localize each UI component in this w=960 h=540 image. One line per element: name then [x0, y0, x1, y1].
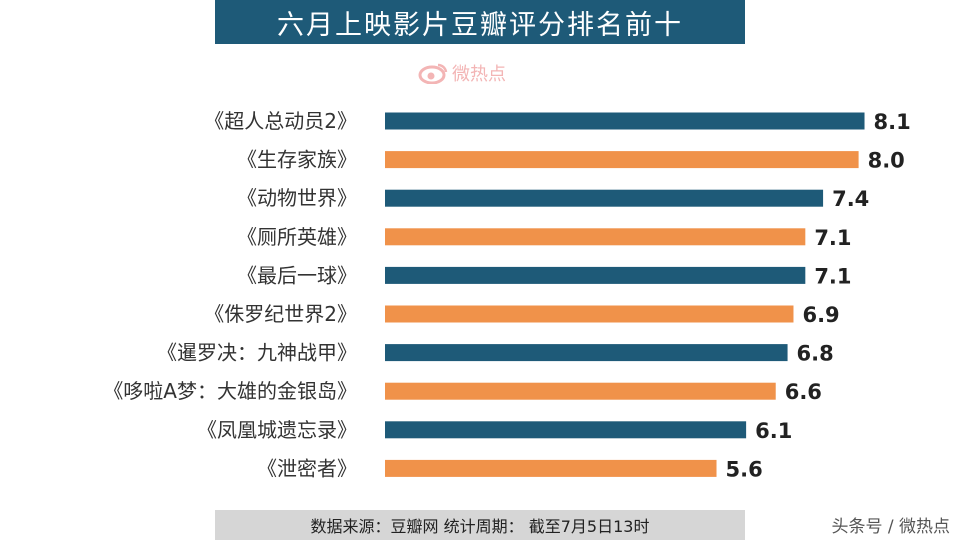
bar: [385, 305, 794, 323]
bar: [385, 151, 859, 169]
bar: [385, 344, 788, 362]
bar: [385, 382, 776, 400]
watermark: 微热点: [418, 60, 506, 86]
chart-title: 六月上映影片豆瓣评分排名前十: [215, 0, 745, 44]
category-label: 《最后一球》: [237, 263, 357, 287]
category-label: 《超人总动员2》: [204, 109, 357, 133]
category-label: 《凤凰城遗忘录》: [197, 418, 357, 442]
value-label: 7.4: [832, 187, 869, 211]
bar: [385, 228, 806, 246]
bar: [385, 459, 717, 477]
watermark-text: 微热点: [452, 64, 506, 85]
credit-text: 头条号 / 微热点: [831, 517, 950, 537]
bar: [385, 189, 824, 207]
value-label: 5.6: [726, 457, 763, 481]
bar: [385, 266, 806, 284]
weibo-eye-icon: [418, 63, 448, 84]
value-label: 6.6: [785, 380, 822, 404]
value-label: 8.0: [868, 149, 905, 173]
value-label: 6.9: [802, 303, 839, 327]
bar: [385, 421, 747, 439]
category-label: 《泄密者》: [257, 456, 357, 480]
value-label: 6.1: [755, 419, 792, 443]
value-label: 7.1: [814, 264, 851, 288]
category-label: 《厕所英雄》: [237, 225, 357, 249]
value-label: 8.1: [874, 110, 911, 134]
category-label: 《侏罗纪世界2》: [204, 302, 357, 326]
category-label: 《哆啦A梦：大雄的金银岛》: [103, 379, 357, 403]
value-label: 6.8: [797, 342, 834, 366]
category-label: 《暹罗决：九神战甲》: [157, 341, 357, 365]
data-source-note: 数据来源：豆瓣网 统计周期： 截至7月5日13时: [215, 510, 745, 540]
bar: [385, 112, 865, 130]
category-label: 《生存家族》: [237, 148, 357, 172]
value-label: 7.1: [814, 226, 851, 250]
category-label: 《动物世界》: [237, 186, 357, 210]
